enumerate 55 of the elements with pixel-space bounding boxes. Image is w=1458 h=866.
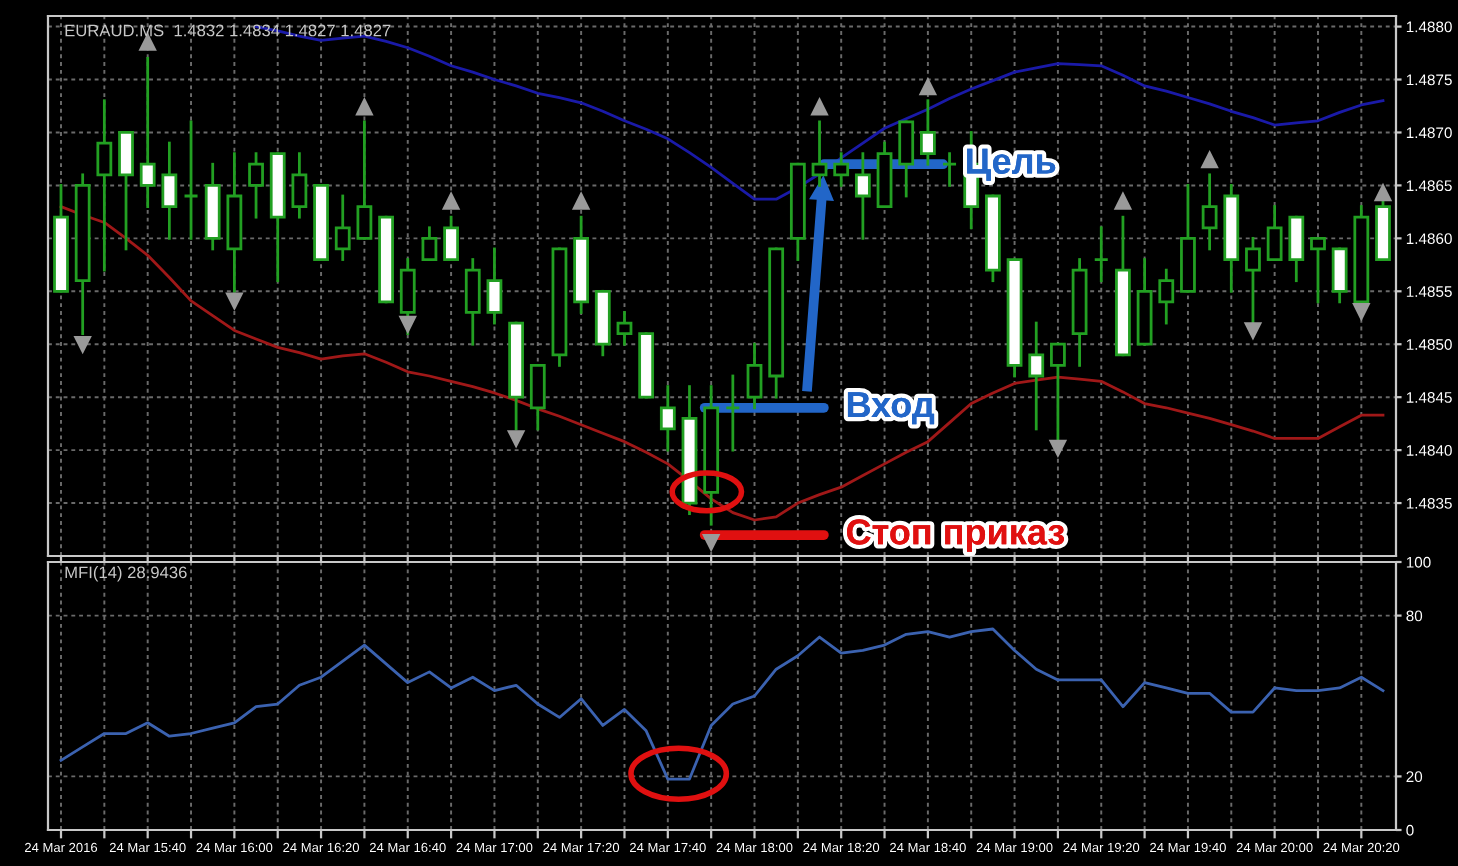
- candlestick: [421, 226, 438, 261]
- candlestick: [161, 141, 178, 240]
- candlestick: [486, 247, 503, 325]
- candlestick: [356, 120, 373, 240]
- candlestick: [1288, 215, 1305, 283]
- candlestick: [1201, 173, 1218, 251]
- candlestick: [1028, 321, 1045, 431]
- candlestick: [248, 152, 264, 219]
- point: [1374, 184, 1392, 202]
- point: [356, 98, 373, 116]
- chart-title: MFI(14) 28.9436: [65, 566, 187, 582]
- point: [74, 335, 92, 353]
- point: [1201, 151, 1218, 169]
- point: [702, 533, 720, 551]
- candlestick: [919, 99, 936, 166]
- point: [1049, 439, 1067, 457]
- line-series: [59, 205, 1385, 522]
- point: [399, 315, 417, 333]
- candlestick: [118, 131, 134, 251]
- candlestick: [941, 152, 958, 187]
- point: [811, 98, 828, 116]
- candlestick: [811, 120, 828, 187]
- candlestick: [529, 364, 546, 431]
- candlestick: [854, 152, 871, 240]
- candlestick: [1093, 226, 1110, 283]
- candlestick: [183, 120, 199, 240]
- point: [1114, 192, 1132, 210]
- candlestick: [291, 152, 308, 219]
- candlestick: [443, 215, 459, 261]
- candlestick: [139, 56, 156, 208]
- line-series: [59, 627, 1385, 781]
- candlestick: [464, 258, 481, 346]
- candlestick: [1158, 268, 1175, 325]
- candlestick: [1331, 247, 1348, 304]
- point: [507, 430, 525, 447]
- candlestick: [399, 258, 416, 336]
- point: [226, 292, 243, 310]
- candlestick: [833, 152, 850, 187]
- candlestick: [1266, 205, 1283, 261]
- candlestick: [659, 385, 676, 452]
- point: [919, 78, 937, 96]
- candlestick: [898, 120, 915, 198]
- candlestick: [1310, 236, 1326, 304]
- annotation: Вход: [847, 392, 935, 425]
- candlestick: [96, 99, 113, 272]
- candlestick: [724, 374, 741, 452]
- chart-title: EURAUD.MS 1.4832 1.4834 1.4827 1.4827: [65, 24, 391, 37]
- point: [1244, 322, 1262, 339]
- point: [572, 192, 590, 210]
- point: [442, 192, 460, 210]
- candlestick: [746, 342, 763, 410]
- point: [1352, 303, 1370, 320]
- candlestick: [616, 311, 633, 346]
- annotation: Стоп приказ: [847, 519, 1065, 552]
- candlestick: [334, 194, 351, 261]
